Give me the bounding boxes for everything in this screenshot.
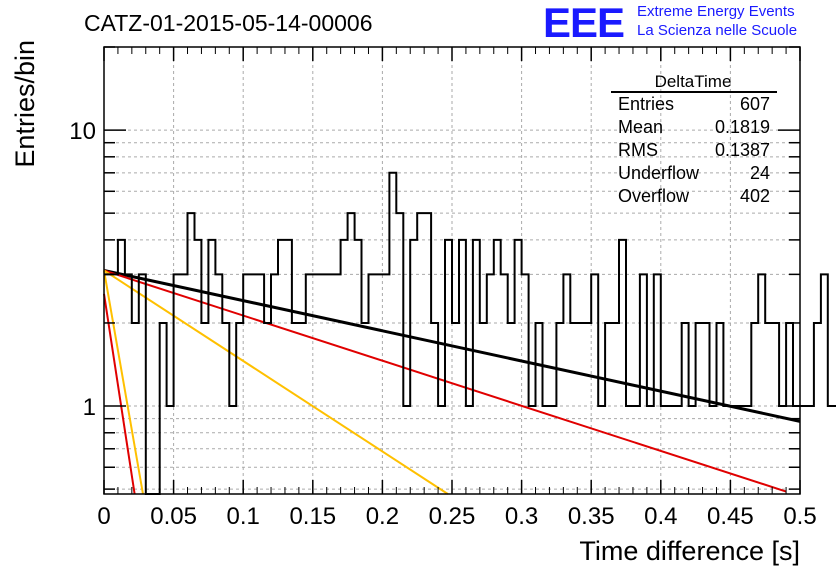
logo-text-line1: Extreme Energy Events bbox=[637, 3, 795, 20]
eee-logo: EEE bbox=[543, 0, 625, 46]
stats-label: Overflow bbox=[618, 186, 690, 206]
x-tick-label: 0.15 bbox=[289, 503, 336, 530]
stats-label: Mean bbox=[618, 117, 663, 137]
x-tick-label: 0.25 bbox=[429, 503, 476, 530]
x-tick-label: 0 bbox=[97, 503, 110, 530]
x-tick-label: 0.3 bbox=[505, 503, 538, 530]
x-tick-label: 0.05 bbox=[150, 503, 197, 530]
stats-box: DeltaTime Entries 607 Mean 0.1819 RMS 0.1387 U… bbox=[611, 72, 777, 206]
fit-line bbox=[103, 268, 801, 423]
y-axis-label: Entries/bin bbox=[10, 40, 40, 168]
axis-ticks: 0 0.05 0.1 0.15 0.2 0.25 0.3 0.35 0.4 0.45 0.5 1 10 bbox=[69, 46, 817, 530]
x-tick-label: 0.5 bbox=[783, 503, 816, 530]
stats-value: 607 bbox=[740, 94, 770, 114]
stats-label: Underflow bbox=[618, 163, 700, 183]
stats-value: 402 bbox=[740, 186, 770, 206]
fit-line bbox=[103, 293, 136, 495]
fit-line bbox=[103, 270, 144, 495]
x-tick-label: 0.4 bbox=[644, 503, 677, 530]
stats-label: Entries bbox=[618, 94, 674, 114]
stats-title: DeltaTime bbox=[655, 72, 732, 91]
stats-value: 0.1387 bbox=[715, 140, 770, 160]
axis-labels: Time difference [s] Entries/bin bbox=[10, 40, 800, 566]
x-tick-label: 0.2 bbox=[366, 503, 399, 530]
fit-line bbox=[103, 269, 449, 495]
histogram-steps bbox=[104, 171, 836, 495]
stats-value: 24 bbox=[750, 163, 770, 183]
x-tick-label: 0.1 bbox=[227, 503, 260, 530]
stats-value: 0.1819 bbox=[715, 117, 770, 137]
x-tick-label: 0.45 bbox=[707, 503, 754, 530]
x-tick-label: 0.35 bbox=[568, 503, 615, 530]
x-axis-label: Time difference [s] bbox=[579, 536, 800, 566]
logo-text-line2: La Scienza nelle Scuole bbox=[637, 22, 798, 39]
histogram bbox=[104, 171, 836, 495]
chart-title: CATZ-01-2015-05-14-00006 bbox=[84, 10, 373, 36]
stats-label: RMS bbox=[618, 140, 658, 160]
y-tick-label: 1 bbox=[83, 394, 96, 421]
y-tick-label: 10 bbox=[69, 118, 96, 145]
